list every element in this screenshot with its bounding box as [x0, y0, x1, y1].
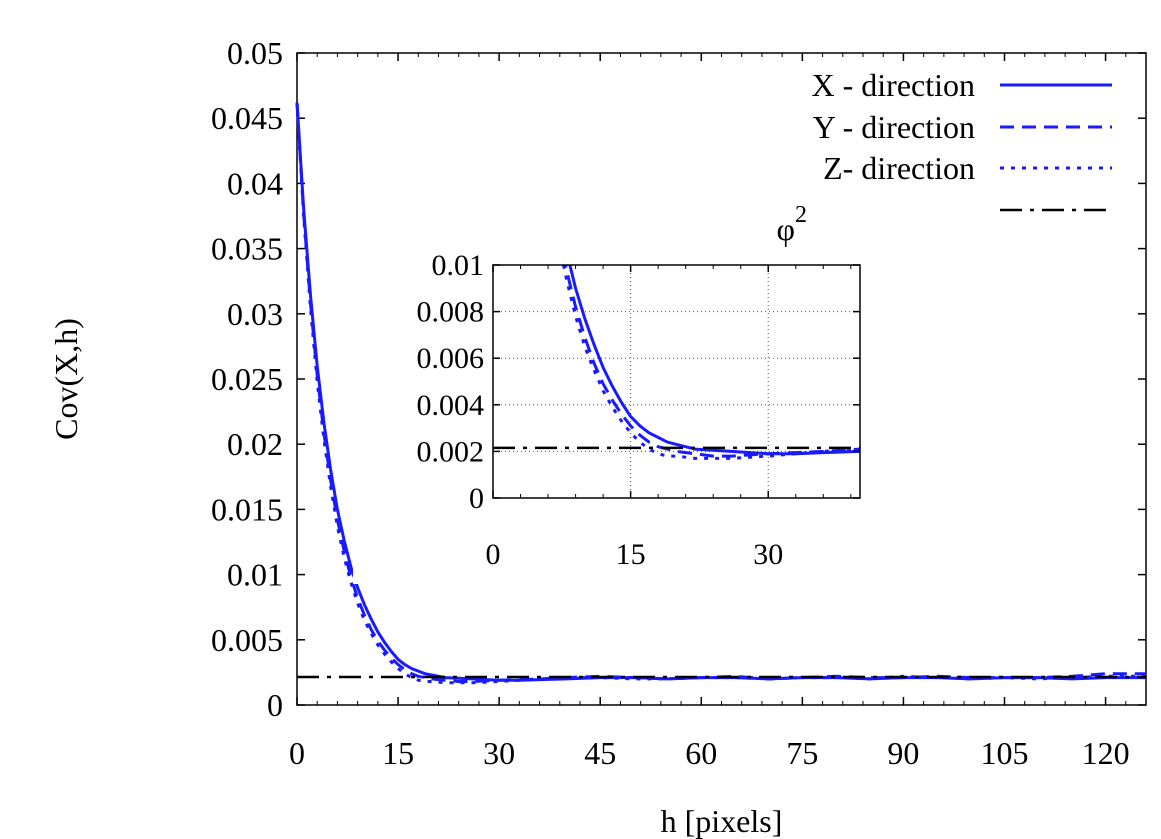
inset-y-tick-label: 0.01: [432, 249, 485, 282]
inset-y-tick-label: 0: [469, 482, 484, 515]
x-tick-label: 45: [584, 735, 616, 771]
inset-plot: 0 0.002 0.004 0.006 0.008 0.01 0 15 30: [353, 249, 870, 584]
inset-y-tick-label: 0.008: [417, 296, 485, 329]
inset-frame: [492, 264, 861, 499]
x-tick-label: 90: [887, 735, 919, 771]
y-tick-label: 0.05: [227, 35, 283, 71]
x-axis-title: h [pixels]: [661, 803, 783, 839]
inset-y-tick-label: 0.004: [417, 389, 485, 422]
y-tick-label: 0.03: [227, 296, 283, 332]
inset-y-tick-label: 0.002: [417, 435, 485, 468]
x-tick-label: 105: [981, 735, 1029, 771]
legend-label-1: X - direction: [812, 67, 976, 103]
y-tick-label: 0.025: [211, 361, 283, 397]
x-tick-label: 120: [1082, 735, 1130, 771]
x-tick-label: 30: [483, 735, 515, 771]
inset-x-tick-label: 30: [753, 538, 783, 571]
y-tick-label: 0.015: [211, 491, 283, 527]
legend: X - direction Y - direction Z- direction φ2: [777, 67, 1112, 247]
y-tick-label: 0.01: [227, 557, 283, 593]
inset-series-line-1: [568, 265, 860, 456]
legend-label-3: Z- direction: [823, 150, 975, 186]
main-plot: 0 0.005 0.01 0.015 0.02 0.025 0.03 0.035 0.04 0.0…: [48, 35, 1147, 839]
y-tick-label: 0.02: [227, 426, 283, 462]
y-tick-label: 0.04: [227, 165, 283, 201]
legend-label-2: Y - direction: [813, 109, 975, 145]
legend-label-4: φ2: [777, 202, 807, 247]
y-tick-label: 0.035: [211, 231, 283, 267]
x-tick-label: 0: [289, 735, 305, 771]
inset-series-group: [493, 265, 860, 460]
y-tick-label: 0: [267, 687, 283, 723]
series-line-2: [295, 102, 1146, 683]
y-axis-title: Cov(X,h): [48, 318, 84, 440]
x-tick-label: 15: [382, 735, 414, 771]
y-tick-label: 0.045: [211, 100, 283, 136]
inset-x-tick-label: 0: [486, 538, 501, 571]
inset-background: [353, 251, 870, 584]
inset-y-tick-label: 0.006: [417, 342, 485, 375]
inset-series-line-2: [563, 265, 860, 458]
y-tick-label: 0.005: [211, 622, 283, 658]
inset-x-tick-label: 15: [616, 538, 646, 571]
x-tick-label: 60: [685, 735, 717, 771]
x-tick-label: 75: [786, 735, 818, 771]
